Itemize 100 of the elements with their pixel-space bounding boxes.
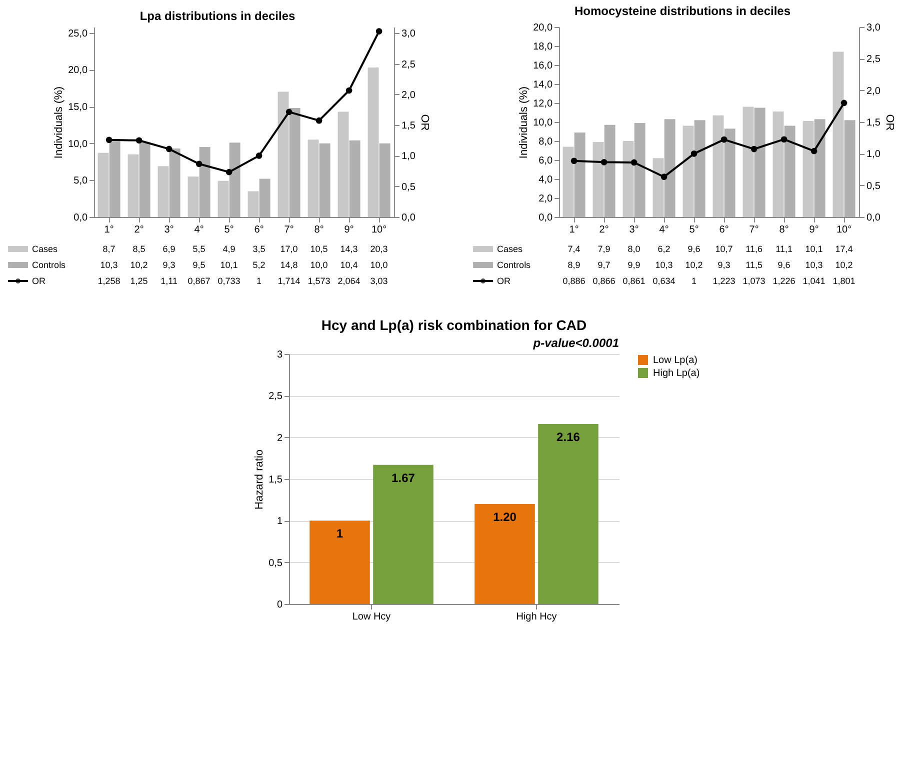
- bar: [604, 124, 616, 217]
- bar: [128, 154, 139, 217]
- bar: [622, 141, 634, 217]
- bar: [784, 126, 796, 217]
- y2-tick-label: 0,5: [866, 180, 881, 192]
- data-label: 17,0: [280, 244, 298, 254]
- data-label: 10,0: [310, 260, 328, 270]
- y-tick-label: 0,5: [268, 558, 283, 569]
- point: [196, 160, 202, 168]
- point: [226, 168, 232, 176]
- legend-label: Cases: [32, 244, 58, 254]
- data-label: 14,3: [340, 244, 358, 254]
- bar: [199, 147, 210, 217]
- x-tick-label: 7°: [749, 224, 759, 236]
- bar: [802, 121, 814, 217]
- bar: [832, 52, 844, 217]
- data-label: 1,11: [160, 276, 178, 286]
- data-label: 20,3: [370, 244, 388, 254]
- legend-label: Controls: [32, 260, 66, 270]
- y-tick-label: 14,0: [533, 80, 553, 90]
- x-tick-label: 8°: [779, 224, 789, 236]
- legend-label: Low Lp(a): [653, 355, 698, 366]
- data-label: 8,7: [102, 244, 116, 254]
- y-axis-title: Hazard ratio: [254, 450, 266, 510]
- bar: [248, 191, 259, 217]
- x-tick-label: 6°: [254, 224, 264, 236]
- y-tick-label: 10,0: [68, 138, 88, 150]
- x-tick-label: 9°: [344, 224, 354, 236]
- data-label: 11,5: [746, 260, 762, 270]
- bar: [694, 120, 706, 217]
- bar: [592, 142, 604, 217]
- point: [810, 148, 818, 154]
- point: [600, 159, 608, 166]
- data-label: 10,3: [655, 260, 673, 270]
- data-label: 6,2: [658, 244, 670, 254]
- data-label: 0,733: [218, 276, 240, 286]
- y-tick-label: 0,0: [74, 212, 88, 224]
- bar: [278, 92, 289, 217]
- bar: [229, 142, 240, 217]
- y-tick-label: 3: [276, 350, 283, 360]
- y-tick-label: 10,0: [533, 118, 553, 128]
- point: [720, 136, 728, 143]
- data-label: 1: [336, 526, 344, 541]
- x-tick-label: 1°: [569, 224, 579, 236]
- data-label: 0,866: [592, 276, 616, 286]
- point: [256, 152, 262, 159]
- bar: [634, 122, 646, 217]
- data-label: 2,064: [338, 276, 360, 286]
- data-label: 0,634: [652, 276, 676, 286]
- data-label: 10,7: [715, 244, 733, 254]
- data-label: 9,9: [628, 260, 640, 270]
- y-axis-title: Individuals (%): [53, 86, 66, 159]
- y2-tick-label: 0,0: [866, 212, 881, 224]
- bar: [373, 464, 434, 604]
- data-label: 10,5: [310, 244, 328, 254]
- data-label: 0,867: [188, 276, 210, 286]
- data-label: 9,6: [688, 244, 700, 254]
- data-label: 1,801: [832, 276, 856, 286]
- y2-tick-label: 3,0: [402, 28, 416, 40]
- data-label: 10,2: [685, 260, 703, 270]
- bar: [368, 68, 379, 217]
- data-label: 10,4: [340, 260, 358, 270]
- data-label: 1.20: [493, 510, 517, 524]
- bar: [772, 112, 784, 217]
- data-label: 3,5: [252, 244, 266, 254]
- bar: [169, 148, 180, 217]
- y2-axis-title: OR: [883, 114, 896, 131]
- legend-label: High Lp(a): [653, 368, 700, 379]
- bar: [379, 143, 390, 217]
- data-label: 3,03: [370, 276, 388, 286]
- x-tick-label: 4°: [194, 224, 204, 236]
- data-label: 10,0: [370, 260, 388, 270]
- data-label: 7,9: [598, 244, 610, 254]
- point: [750, 146, 758, 152]
- bar: [308, 140, 319, 217]
- data-label: 1.67: [392, 470, 416, 485]
- y2-tick-label: 0,5: [402, 182, 416, 193]
- point: [376, 28, 382, 34]
- bar: [349, 140, 360, 217]
- x-tick-label: 6°: [719, 224, 729, 236]
- data-label: 0,861: [622, 276, 646, 286]
- data-label: 17,4: [835, 244, 853, 254]
- y-tick-label: 1: [276, 516, 283, 528]
- y2-axis-title: OR: [418, 114, 430, 131]
- y-tick-label: 20,0: [68, 65, 88, 76]
- bar: [218, 180, 229, 217]
- x-tick-label: 9°: [809, 224, 819, 236]
- data-label: 10,1: [805, 244, 823, 254]
- data-label: 1,041: [802, 276, 826, 286]
- data-label: 5,5: [192, 244, 206, 254]
- point: [106, 136, 112, 144]
- bar: [188, 176, 199, 217]
- y-tick-label: 15,0: [68, 102, 88, 114]
- bar: [754, 108, 766, 217]
- data-label: 10,1: [220, 260, 238, 270]
- y-axis-title: Individuals (%): [518, 86, 530, 159]
- x-tick-label: High Hcy: [516, 612, 557, 622]
- bar: [310, 520, 370, 604]
- x-tick-label: 8°: [314, 224, 324, 236]
- data-label: 2.16: [556, 430, 580, 444]
